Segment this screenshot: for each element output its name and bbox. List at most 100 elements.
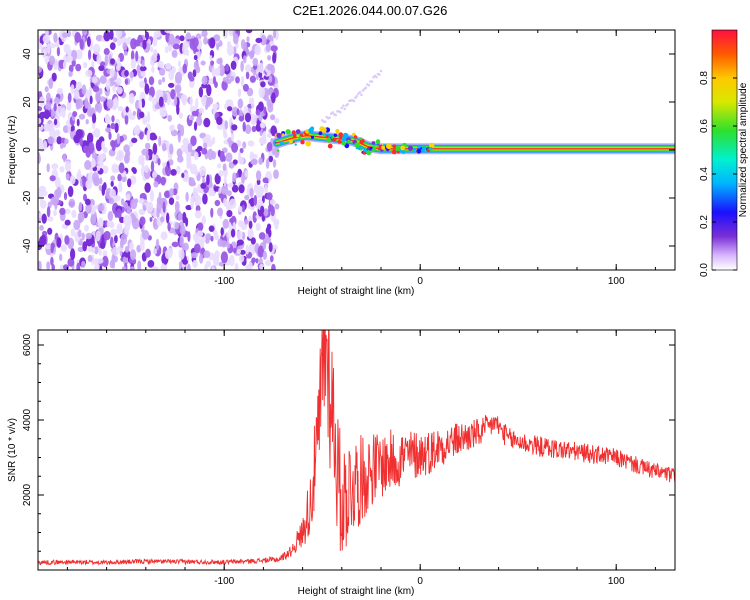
noise-blob [263,95,270,102]
noise-blob [270,114,276,121]
streak-dot [343,107,347,111]
noise-blob [51,163,59,170]
noise-blob [231,142,239,153]
noise-blob [182,242,189,251]
colorbar-tick-label: 0.6 [699,119,710,133]
noise-blob [56,186,62,199]
noise-blob [223,132,228,139]
track-speckle [310,135,315,139]
noise-blob [74,32,81,43]
noise-blob [105,79,111,92]
track-speckle [386,148,389,151]
noise-blob [186,157,192,168]
noise-blob [235,76,240,84]
noise-blob [99,96,107,102]
noise-blob [95,91,101,103]
noise-blob [200,96,208,105]
noise-blob [85,203,92,215]
streak-dot [342,104,345,108]
track-speckle [341,138,346,142]
track-speckle [362,151,366,155]
noise-blob [213,230,218,240]
noise-blob [266,142,273,152]
noise-blob [96,165,101,171]
noise-blob [84,97,89,109]
noise-blob [168,82,175,88]
snr-ytick-label: 4000 [22,408,33,431]
noise-blob [122,42,128,51]
noise-blob [192,187,198,199]
noise-blob [255,222,261,231]
spectrogram-xlabel: Height of straight line (km) [298,286,415,297]
noise-blob [255,73,259,81]
noise-blob [87,254,93,263]
noise-blob [192,37,199,48]
noise-blob [129,249,137,261]
noise-blob [91,247,96,254]
noise-blob [46,163,50,173]
noise-blob [64,235,70,245]
snr-ytick-label: 2000 [22,483,33,506]
noise-blob [165,165,169,174]
noise-blob [142,115,148,125]
faint-streak [320,69,383,123]
noise-blob [252,57,259,67]
noise-blob [140,71,146,77]
noise-blob [47,136,55,145]
noise-blob [217,65,221,77]
noise-blob [234,185,238,193]
track-speckle [338,132,343,137]
noise-blob [152,170,158,178]
noise-blob [260,81,266,88]
noise-blob [75,82,81,91]
noise-blob [99,75,107,84]
noise-blob [85,198,91,206]
noise-blob [211,66,216,77]
noise-blob [94,246,99,255]
noise-blob [75,63,82,72]
noise-blob [124,70,129,77]
spec-ytick-label: -20 [22,190,33,205]
noise-blob [49,55,55,66]
noise-blob [189,96,193,107]
track-speckle [333,133,337,137]
streak-dot [375,75,378,79]
track-speckle [318,131,323,136]
noise-blob [49,43,57,49]
track-speckle [359,148,363,151]
noise-blob [223,197,227,207]
noise-blob [161,111,168,117]
track-speckle [375,139,381,144]
noise-blob [192,259,198,268]
noise-blob [75,49,83,60]
noise-blob [222,218,229,229]
noise-blob [267,55,272,61]
noise-blob [257,245,265,258]
noise-blob [91,158,96,168]
noise-blob [161,76,166,83]
noise-blob [54,97,60,105]
streak-dot [323,120,327,123]
noise-blob [40,234,47,247]
noise-blob [108,197,115,205]
track-speckle [297,136,301,140]
noise-blob [56,136,62,145]
noise-blob [98,265,103,270]
noise-blob [238,184,245,194]
track-speckles [274,126,435,156]
noise-blob [77,168,81,178]
noise-blob [124,78,129,85]
noise-blob [62,153,67,163]
noise-blob [142,229,150,240]
noise-blob [245,71,250,80]
noise-blob [48,77,54,89]
noise-blob [66,100,72,112]
track-speckle [426,149,430,153]
noise-blob [148,86,155,98]
noise-blob [270,205,275,217]
spec-ytick-label: -40 [22,238,33,253]
noise-blob [114,164,121,173]
noise-blob [60,142,64,149]
noise-blob [99,61,106,67]
noise-blob [85,119,89,125]
